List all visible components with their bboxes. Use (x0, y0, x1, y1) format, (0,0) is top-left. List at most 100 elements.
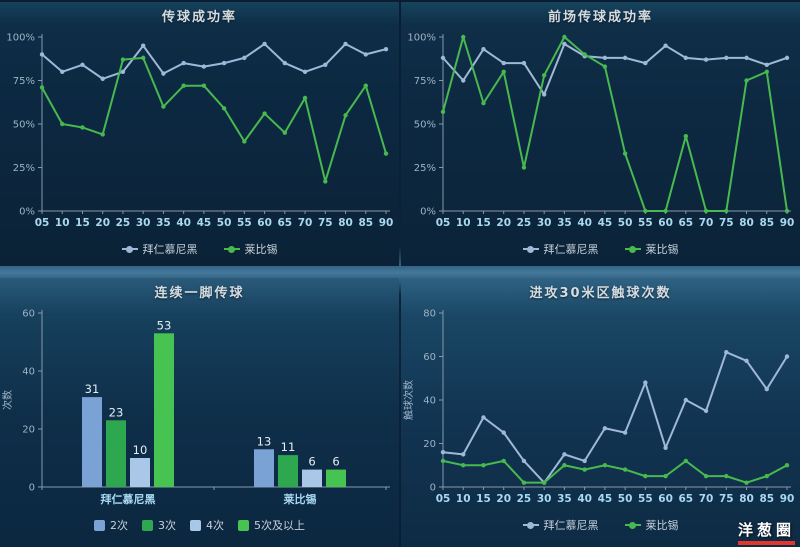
legend-item[interactable]: 莱比锡 (624, 517, 679, 533)
legend-item[interactable]: 拜仁慕尼黑 (121, 241, 198, 257)
svg-text:10: 10 (455, 493, 470, 505)
legend-label: 5次及以上 (254, 519, 305, 532)
legend-item[interactable]: 4次 (190, 517, 224, 533)
svg-text:40: 40 (577, 493, 592, 505)
legend-label: 3次 (158, 519, 176, 532)
svg-text:13: 13 (256, 434, 271, 448)
svg-text:60: 60 (423, 352, 436, 363)
legend-item[interactable]: 2次 (94, 517, 128, 533)
svg-text:35: 35 (557, 493, 572, 505)
legend-swatch (94, 519, 105, 531)
svg-text:60: 60 (22, 309, 35, 320)
svg-text:6: 6 (332, 455, 339, 469)
svg-text:65: 65 (678, 217, 693, 229)
legend-label: 拜仁慕尼黑 (543, 243, 599, 256)
svg-text:05: 05 (435, 493, 450, 505)
svg-text:0%: 0% (420, 207, 436, 218)
legend-item[interactable]: 莱比锡 (223, 241, 278, 257)
svg-text:65: 65 (277, 217, 292, 229)
svg-text:80: 80 (338, 217, 353, 229)
chart-title-pass-success-rate: 传球成功率 (161, 10, 237, 25)
svg-text:50%: 50% (413, 120, 435, 131)
svg-text:30: 30 (536, 217, 551, 229)
svg-text:莱比锡: 莱比锡 (283, 492, 316, 506)
svg-text:20: 20 (95, 217, 110, 229)
legend-line-marker (522, 245, 539, 253)
x-axis-labels: 05 10 15 20 25 30 35 40 45 50 55 60 65 70 75 80 85 90 (34, 211, 393, 229)
panel-one-touch-passes: 连续一脚传球 0 20 40 60 次数 拜仁慕尼黑 莱比锡 31 13 23 11 10 6 53 6 2… (0, 278, 399, 547)
legend-item[interactable]: 莱比锡 (624, 241, 679, 257)
legend-swatch (238, 519, 249, 531)
series-bars-0: 31 13 (81, 382, 274, 487)
svg-text:25: 25 (516, 217, 531, 229)
legend-line-marker (624, 521, 641, 529)
legend-swatch (142, 519, 153, 531)
svg-text:拜仁慕尼黑: 拜仁慕尼黑 (100, 492, 155, 506)
svg-text:80: 80 (739, 493, 754, 505)
legend-item[interactable]: 拜仁慕尼黑 (522, 241, 599, 257)
svg-text:50: 50 (617, 493, 632, 505)
line-chart-forward-pass-success-rate: 0% 25% 50% 75% 100% 05 10 15 20 25 30 35 40 45 50 55 60 6… (407, 33, 794, 230)
x-axis-labels: 05 10 15 20 25 30 35 40 45 50 55 60 65 70 75 80 85 90 (435, 487, 794, 505)
svg-text:50%: 50% (12, 120, 34, 131)
legend-one-touch-passes: 2次 3次 4次 5次及以上 (94, 513, 305, 537)
svg-text:80: 80 (739, 217, 754, 229)
svg-text:10: 10 (54, 217, 69, 229)
svg-text:30: 30 (536, 493, 551, 505)
svg-text:35: 35 (156, 217, 171, 229)
svg-text:60: 60 (257, 217, 272, 229)
svg-text:05: 05 (34, 217, 49, 229)
line-chart-pass-success-rate: 0% 25% 50% 75% 100% 05 10 15 20 25 30 35 40 45 50 55 60 6… (6, 33, 393, 230)
svg-text:53: 53 (156, 318, 171, 332)
svg-text:0: 0 (429, 483, 435, 494)
svg-text:50: 50 (617, 217, 632, 229)
legend-label: 莱比锡 (645, 519, 679, 532)
svg-text:45: 45 (196, 217, 211, 229)
svg-text:75%: 75% (413, 76, 435, 87)
svg-text:25: 25 (115, 217, 130, 229)
svg-text:25%: 25% (12, 163, 34, 174)
series-line-0 (39, 41, 388, 81)
legend-item[interactable]: 5次及以上 (238, 517, 305, 533)
axes: 0 20 40 60 80 触球次数 (403, 309, 791, 494)
svg-text:10: 10 (132, 443, 147, 457)
legend-label: 莱比锡 (645, 243, 679, 256)
x-axis-labels: 拜仁慕尼黑 莱比锡 (41, 487, 386, 506)
svg-text:70: 70 (698, 217, 713, 229)
svg-text:65: 65 (678, 493, 693, 505)
svg-text:90: 90 (779, 217, 794, 229)
panel-attacking-30m-touches: 进攻30米区触球次数 0 20 40 60 80 触球次数 05 10 15 20 25 30 35 40… (401, 278, 800, 547)
svg-text:85: 85 (759, 217, 774, 229)
svg-text:85: 85 (358, 217, 373, 229)
svg-text:0: 0 (28, 483, 34, 494)
svg-text:23: 23 (108, 405, 123, 419)
panel-forward-pass-success-rate: 前场传球成功率 0% 25% 50% 75% 100% 05 10 15 20 25 30 35 40 4… (401, 2, 800, 266)
svg-text:25%: 25% (413, 163, 435, 174)
svg-text:25: 25 (516, 493, 531, 505)
svg-text:75%: 75% (12, 76, 34, 87)
legend-attacking-30m-touches: 拜仁慕尼黑 莱比锡 (522, 513, 679, 537)
svg-text:100%: 100% (407, 33, 436, 44)
legend-swatch (190, 519, 201, 531)
legend-line-marker (522, 521, 539, 529)
svg-text:45: 45 (597, 493, 612, 505)
svg-text:35: 35 (557, 217, 572, 229)
legend-item[interactable]: 拜仁慕尼黑 (522, 517, 599, 533)
svg-text:15: 15 (476, 217, 491, 229)
legend-item[interactable]: 3次 (142, 517, 176, 533)
svg-text:40: 40 (577, 217, 592, 229)
svg-text:40: 40 (176, 217, 191, 229)
svg-text:11: 11 (280, 440, 295, 454)
svg-text:05: 05 (435, 217, 450, 229)
series-line-1 (39, 55, 388, 184)
legend-pass-success-rate: 拜仁慕尼黑 莱比锡 (121, 237, 278, 261)
svg-text:70: 70 (297, 217, 312, 229)
legend-line-marker (223, 245, 240, 253)
svg-text:31: 31 (84, 382, 99, 396)
series-bars-1: 23 11 (105, 405, 298, 487)
watermark-underline (737, 541, 795, 545)
svg-text:80: 80 (423, 309, 436, 320)
legend-label: 莱比锡 (244, 243, 278, 256)
legend-forward-pass-success-rate: 拜仁慕尼黑 莱比锡 (522, 237, 679, 261)
